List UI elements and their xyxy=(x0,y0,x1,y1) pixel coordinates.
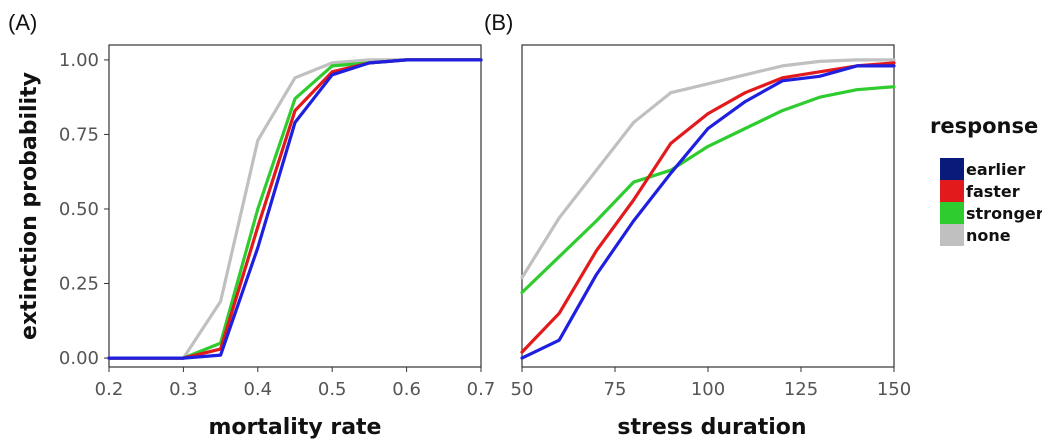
panel-b-label: (B) xyxy=(484,10,513,35)
panel-a-y-tick-label: 1.00 xyxy=(59,50,99,71)
panel-a-x-axis-title: mortality rate xyxy=(209,415,382,440)
legend: response earlier faster stronger none xyxy=(930,114,1042,246)
legend-label-none: none xyxy=(966,226,1011,245)
panel-a-x-tick-label: 0.4 xyxy=(243,379,272,400)
panel-b-x-tick-label: 125 xyxy=(784,379,818,400)
panel-b-series-stronger xyxy=(520,85,896,295)
panel-a-label: (A) xyxy=(8,10,37,35)
panel-a-y-tick-label: 0.75 xyxy=(59,124,99,145)
legend-label-faster: faster xyxy=(966,182,1020,201)
panel-a-x-tick-label: 0.3 xyxy=(169,379,198,400)
panel-b-x-tick-label: 150 xyxy=(877,379,911,400)
panel-a-series-earlier xyxy=(107,58,483,360)
panel-a-y-tick-label: 0.00 xyxy=(59,348,99,369)
panel-a-x-tick-label: 0.5 xyxy=(318,379,347,400)
legend-label-stronger: stronger xyxy=(966,204,1042,223)
panel-a-y-tick-label: 0.25 xyxy=(59,274,99,295)
panel-a-series-stronger xyxy=(107,58,483,360)
panel-a-series-faster xyxy=(107,58,483,360)
panel-b-series-earlier xyxy=(520,64,896,360)
legend-swatch-stronger xyxy=(940,202,964,224)
legend-swatch-earlier xyxy=(940,158,964,180)
panel-a-x-tick-label: 0.7 xyxy=(467,379,496,400)
legend-swatch-none xyxy=(940,224,964,246)
panel-a-x-tick-label: 0.2 xyxy=(95,379,124,400)
panel-b-series-none xyxy=(520,58,896,280)
panel-b-x-tick-label: 50 xyxy=(511,379,534,400)
panel-b-series-faster xyxy=(520,61,896,354)
panel-b-marks: 50 75 100 125 150 xyxy=(511,58,911,400)
panel-a-y-tick-label: 0.50 xyxy=(59,199,99,220)
legend-label-earlier: earlier xyxy=(966,160,1025,179)
legend-swatch-faster xyxy=(940,180,964,202)
panel-b-x-tick-label: 75 xyxy=(604,379,627,400)
panel-a-series-none xyxy=(107,58,483,360)
panel-b-x-tick-label: 100 xyxy=(691,379,725,400)
panel-a-plot-area xyxy=(108,44,482,368)
panel-a-marks: 0.2 0.3 0.4 0.5 0.6 0.7 0.00 0.25 0.50 0.75 1.00 xyxy=(59,50,495,400)
panel-a-x-tick-label: 0.6 xyxy=(392,379,421,400)
panel-b-x-axis-title: stress duration xyxy=(617,415,806,440)
legend-title: response xyxy=(930,114,1038,138)
y-axis-title: extinction probability xyxy=(17,72,42,340)
